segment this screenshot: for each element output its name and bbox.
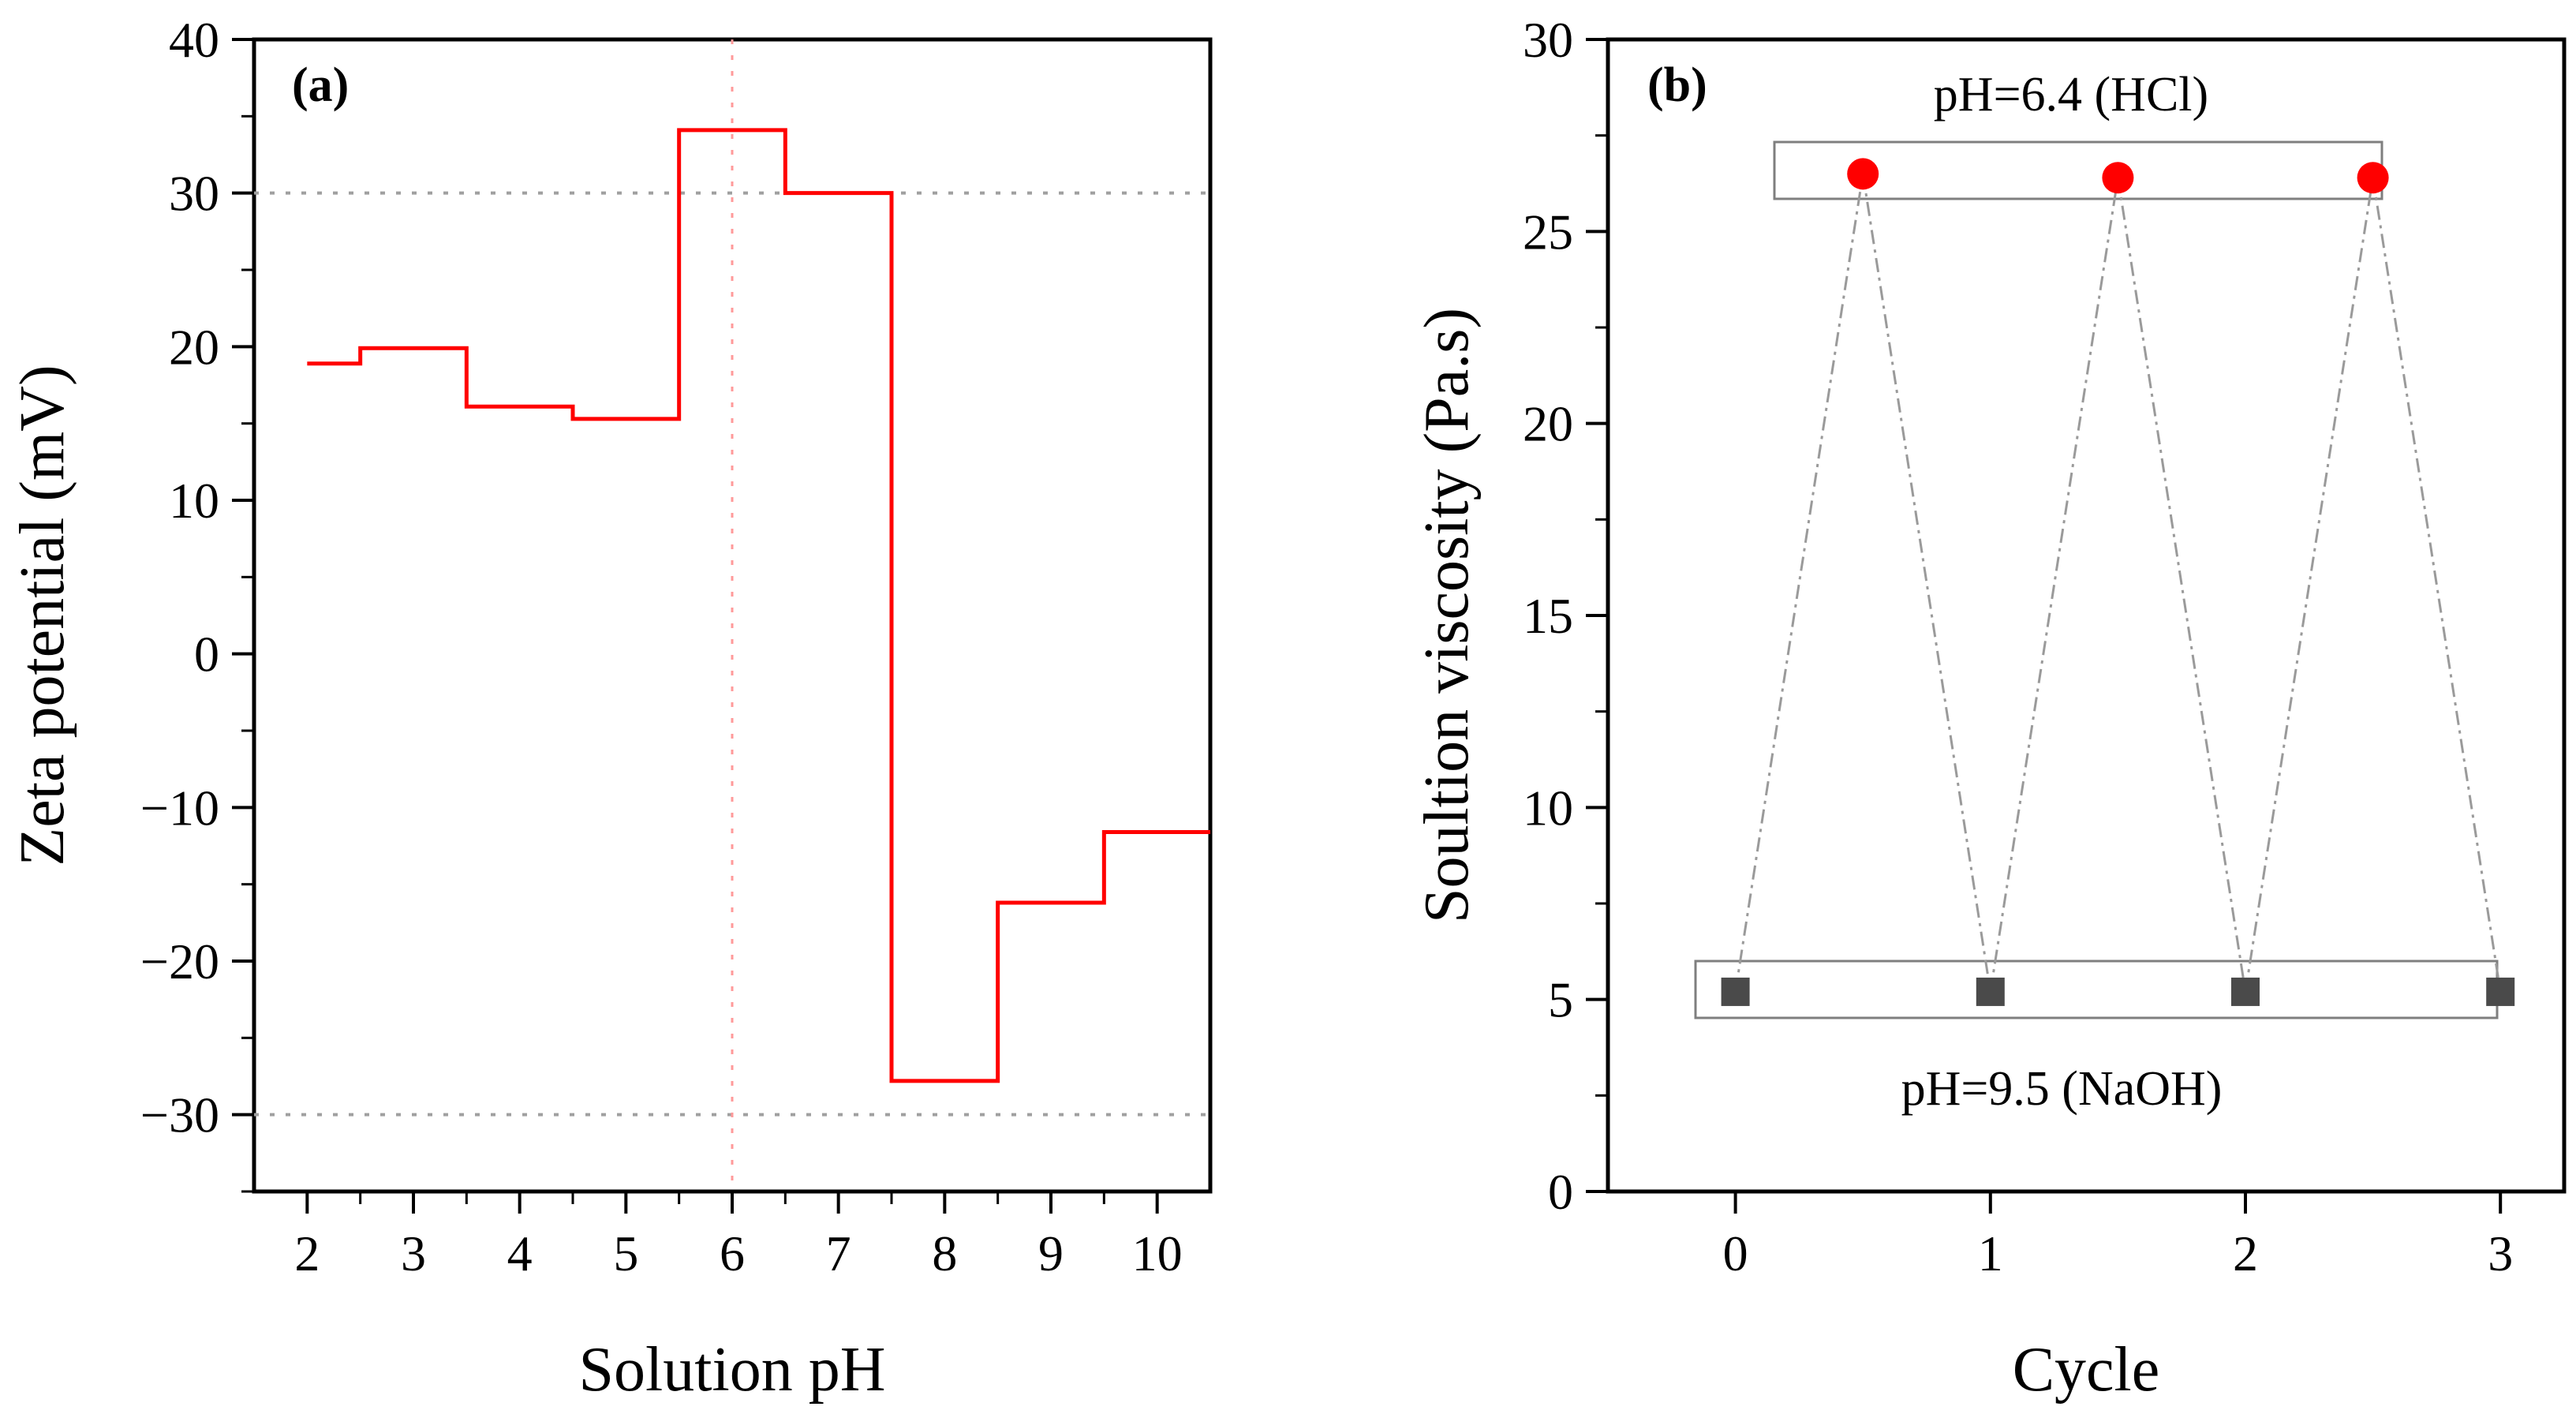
panel-a-x-tick-label: 9: [1038, 1225, 1064, 1281]
panel-b-y-axis-title: Soultion viscosity (Pa.s): [1412, 308, 1482, 923]
panel-a-label: (a): [292, 58, 349, 112]
panel-b-connector-lines: [1734, 174, 2502, 993]
panel-a-x-tick-label: 8: [932, 1225, 957, 1281]
panel-b-y-tick-label: 0: [1548, 1164, 1573, 1220]
panel-a-ticks: 2 3 4 5 6 7 8 9 10 −30 −20 −10 0 10 20 30 40: [140, 12, 1183, 1281]
panel-b-point-hcl: [2102, 162, 2134, 194]
panel-b-y-tick-label: 20: [1523, 396, 1573, 452]
panel-a-x-tick-label: 10: [1132, 1225, 1183, 1281]
panel-a-x-tick-label: 5: [613, 1225, 638, 1281]
panel-b-point-hcl: [1847, 158, 1879, 190]
panel-b-point-naoh: [1721, 977, 1750, 1006]
panel-a-x-tick-label: 2: [294, 1225, 320, 1281]
panel-b-label: (b): [1647, 58, 1707, 112]
panel-a-y-tick-label: 10: [169, 473, 219, 529]
panel-b-connector-segment: [1861, 174, 1992, 993]
panel-b-point-naoh: [2231, 977, 2260, 1006]
panel-a-y-tick-label: −20: [140, 933, 219, 989]
panel-a-x-tick-label: 4: [507, 1225, 533, 1281]
panel-b-y-tick-label: 30: [1523, 12, 1573, 68]
panel-b-bottom-group-box: [1694, 960, 2499, 1019]
panel-b-series: [1721, 158, 2515, 1006]
panel-a-y-tick-label: 0: [194, 627, 219, 683]
panel-a-step-line: [307, 128, 1210, 1083]
panel-b-point-naoh: [2486, 977, 2515, 1006]
panel-b-annotation-top: pH=6.4 (HCl): [1934, 68, 2208, 122]
panel-b-connector-segment: [1989, 177, 2119, 993]
panel-b-x-tick-label: 2: [2233, 1225, 2258, 1281]
panel-a-x-tick-label: 7: [826, 1225, 851, 1281]
panel-a-y-tick-label: 40: [169, 12, 219, 68]
panel-b-connector-segment: [2116, 177, 2247, 993]
panel-b-point-naoh: [1976, 977, 2005, 1006]
panel-a-reference-lines: [254, 39, 1210, 1191]
panel-a-x-tick-label: 3: [401, 1225, 426, 1281]
panel-a-y-axis-title: Zeta potential (mV): [8, 365, 77, 866]
panel-b-x-axis-title: Cycle: [2013, 1335, 2160, 1405]
panel-a-y-tick-label: 20: [169, 319, 219, 375]
panel-b-y-tick-label: 25: [1523, 204, 1573, 260]
panel-a-y-tick-label: 30: [169, 166, 219, 222]
panel-a: 2 3 4 5 6 7 8 9 10 −30 −20 −10 0 10 20 30 40 (a) Solutio…: [8, 12, 1213, 1405]
panel-a-y-tick-label: −30: [140, 1087, 219, 1143]
panel-b-x-tick-label: 3: [2488, 1225, 2513, 1281]
panel-b-annotation-bottom: pH=9.5 (NaOH): [1901, 1062, 2223, 1116]
panel-b-y-tick-label: 5: [1548, 972, 1573, 1028]
panel-b-connector-segment: [2244, 177, 2375, 993]
panel-a-y-tick-label: −10: [140, 780, 219, 836]
panel-b-x-tick-label: 1: [1978, 1225, 2003, 1281]
panel-b-point-hcl: [2357, 162, 2389, 194]
panel-b-y-tick-label: 15: [1523, 588, 1573, 644]
panel-b-connector-segment: [1734, 174, 1864, 993]
panel-a-x-axis-title: Solution pH: [579, 1335, 886, 1405]
panel-b-y-tick-label: 10: [1523, 780, 1573, 836]
panel-a-x-tick-label: 6: [720, 1225, 745, 1281]
panel-b-x-tick-label: 0: [1723, 1225, 1748, 1281]
panel-b-group-boxes: [1694, 140, 2499, 1019]
panel-a-series: [307, 128, 1210, 1083]
panel-b-connector-segment: [2372, 177, 2502, 993]
